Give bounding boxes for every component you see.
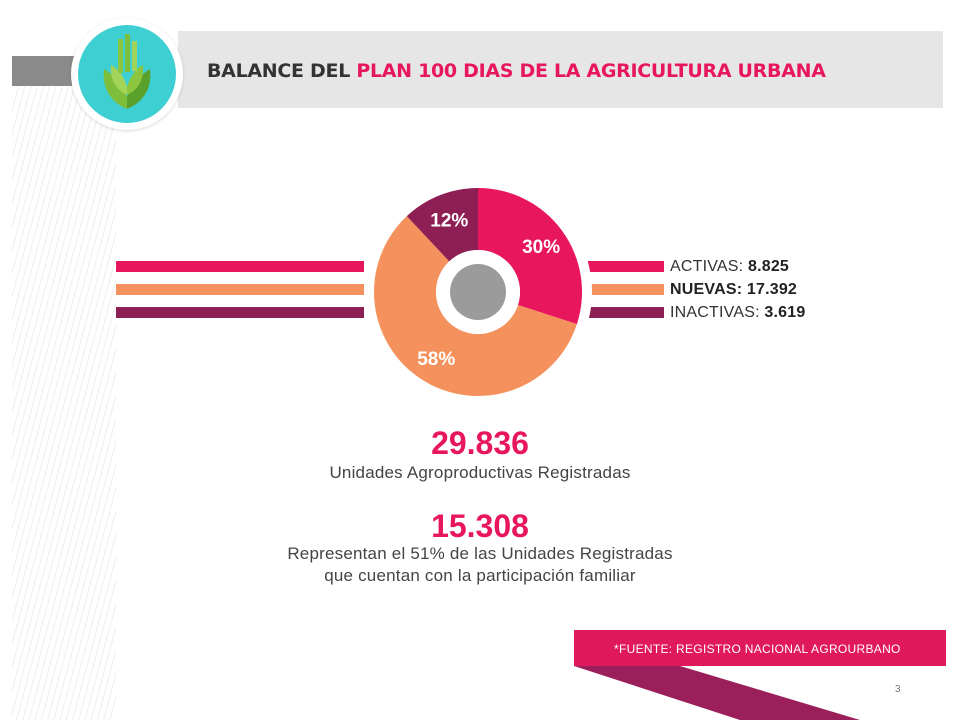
family-units-caption-line1: Representan el 51% de las Unidades Regis… xyxy=(287,544,673,563)
donut-slice-inactivas xyxy=(406,188,478,262)
title-highlight-part: PLAN 100 DIAS DE LA AGRICULTURA URBANA xyxy=(356,60,826,82)
donut-slice-nuevas xyxy=(373,216,577,397)
donut-label-inactivas: 12% xyxy=(430,210,468,231)
agriculture-logo xyxy=(78,25,176,123)
legend-nuevas-value: 17.392 xyxy=(746,281,798,298)
legend-stripe-right-inactivas xyxy=(588,307,664,318)
donut-slice-activas xyxy=(478,188,582,325)
page-title: BALANCE DEL PLAN 100 DIAS DE LA AGRICULT… xyxy=(207,60,826,82)
legend-inactivas: INACTIVAS: 3.619 xyxy=(670,304,805,322)
legend-activas-label: ACTIVAS: xyxy=(670,258,744,275)
legend-activas-value: 8.825 xyxy=(747,258,790,275)
family-units-value: 15.308 xyxy=(431,508,529,544)
legend-activas: ACTIVAS: 8.825 xyxy=(670,258,789,276)
page-number: 3 xyxy=(895,684,901,695)
donut-center-dot xyxy=(450,264,506,320)
legend-stripe-right-nuevas xyxy=(588,284,664,295)
header-accent-block xyxy=(12,56,76,86)
source-bar xyxy=(574,630,946,666)
leaf-icon xyxy=(103,34,151,109)
legend-inactivas-label: INACTIVAS: xyxy=(670,304,760,321)
family-units-caption-line2: que cuentan con la participación familia… xyxy=(324,566,636,585)
decorative-hatch xyxy=(12,86,116,720)
source-text: *FUENTE: REGISTRO NACIONAL AGROURBANO xyxy=(614,642,901,656)
legend-nuevas-label: NUEVAS: xyxy=(670,281,743,298)
legend-nuevas: NUEVAS: 17.392 xyxy=(670,281,797,299)
total-units-value: 29.836 xyxy=(431,425,529,461)
legend-stripe-right-activas xyxy=(588,261,664,272)
donut-label-nuevas: 58% xyxy=(417,349,455,370)
legend-inactivas-value: 3.619 xyxy=(764,304,806,321)
title-dark-part: BALANCE DEL xyxy=(207,60,357,82)
legend-stripe-left-nuevas xyxy=(116,284,364,295)
header-bar xyxy=(178,31,943,108)
legend-stripe-left-inactivas xyxy=(116,307,364,318)
legend-stripe-left-activas xyxy=(116,261,364,272)
donut-label-activas: 30% xyxy=(522,237,560,258)
total-units-caption: Unidades Agroproductivas Registradas xyxy=(329,463,631,482)
